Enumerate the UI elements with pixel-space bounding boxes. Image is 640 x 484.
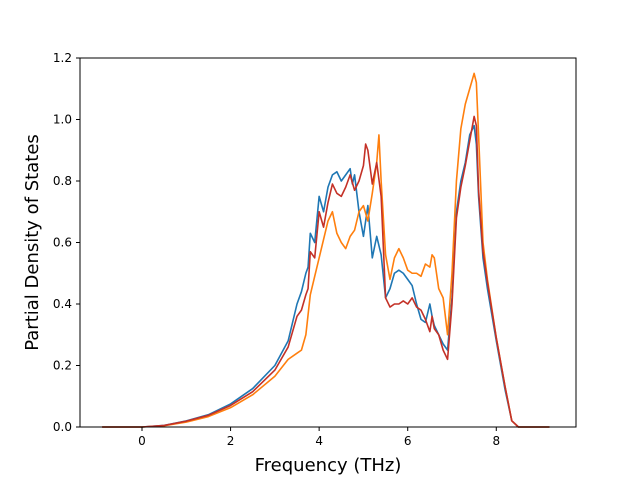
x-axis-ticks: 0 2 4 6 8 — [138, 427, 500, 448]
y-tick-label: 0.2 — [53, 359, 72, 373]
plot-lines — [102, 72, 550, 428]
plot-frame — [79, 57, 577, 428]
y-axis-label: Partial Density of States — [22, 134, 43, 351]
y-tick-label: 1.2 — [53, 51, 72, 65]
x-tick-label: 4 — [315, 434, 323, 448]
x-tick-label: 6 — [404, 434, 412, 448]
y-tick-label: 1.0 — [53, 113, 72, 127]
y-tick-label: 0.4 — [53, 297, 72, 311]
y-axis-ticks: 0.0 0.2 0.4 0.6 0.8 1.0 1.2 — [53, 51, 80, 434]
y-tick-label: 0.8 — [53, 174, 72, 188]
x-tick-label: 0 — [138, 434, 146, 448]
series-line-2 — [102, 72, 550, 428]
series-line-1 — [102, 124, 550, 428]
y-tick-label: 0.0 — [53, 420, 72, 434]
y-tick-label: 0.6 — [53, 236, 72, 250]
x-tick-label: 8 — [492, 434, 500, 448]
x-tick-label: 2 — [227, 434, 235, 448]
series-line-3 — [102, 115, 550, 428]
x-axis-label: Frequency (THz) — [255, 455, 402, 476]
